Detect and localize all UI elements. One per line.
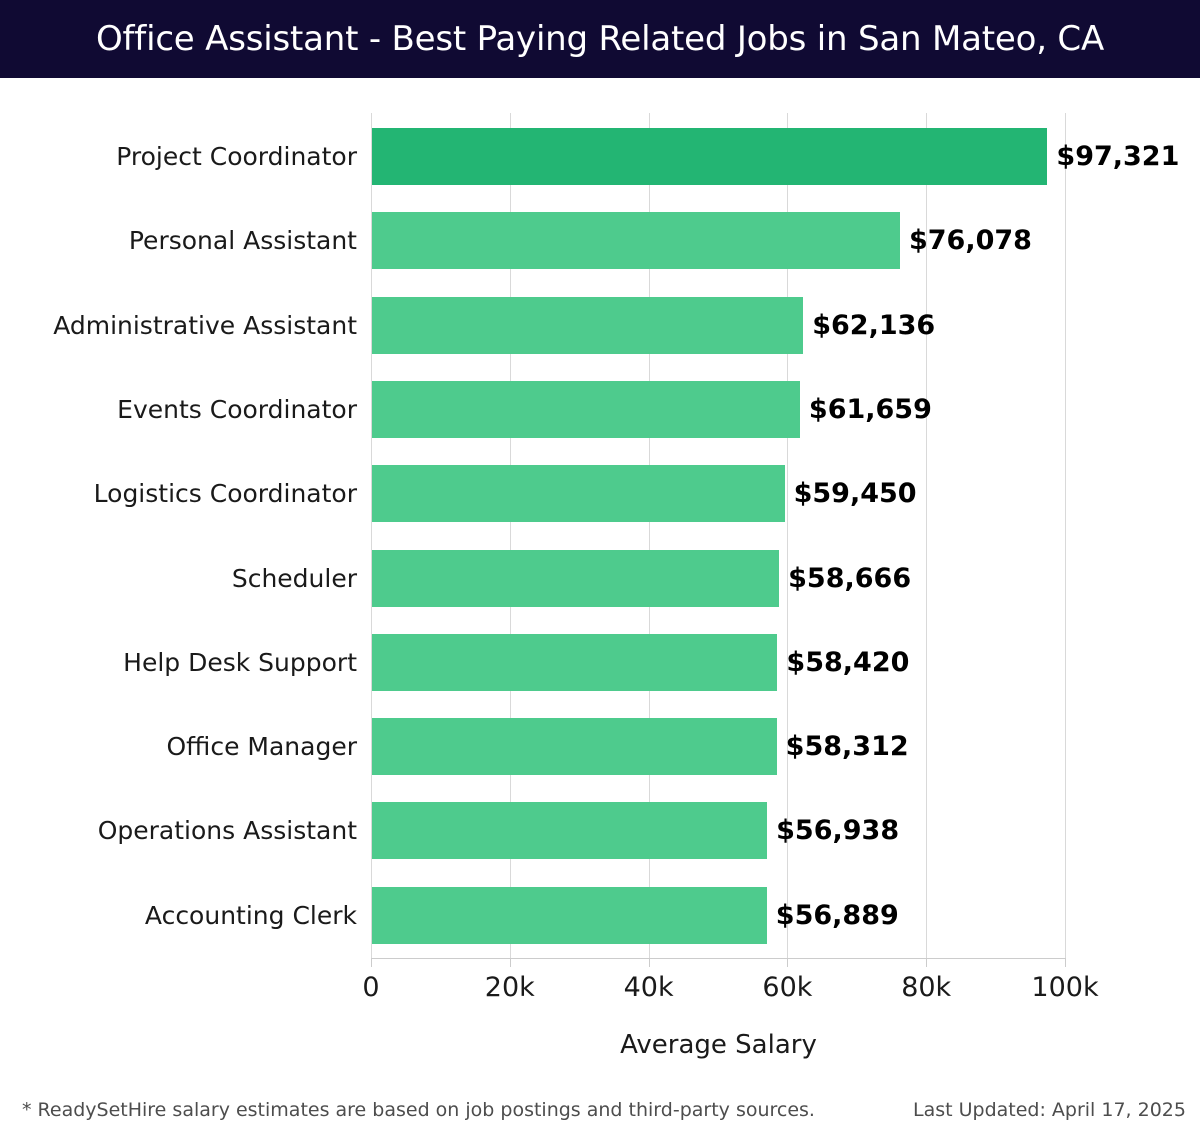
- plot-area: [371, 113, 1066, 958]
- bar-row[interactable]: Scheduler $58,666: [0, 549, 1200, 607]
- category-label: Personal Assistant: [128, 226, 357, 256]
- page-title: Office Assistant - Best Paying Related J…: [95, 19, 1105, 59]
- x-tick-mark: [509, 959, 511, 967]
- bar-row[interactable]: Operations Assistant $56,938: [0, 802, 1200, 860]
- category-label: Office Manager: [166, 732, 357, 762]
- bar-row[interactable]: Logistics Coordinator $59,450: [0, 465, 1200, 523]
- x-tick-label: 60k: [762, 972, 813, 1003]
- bar[interactable]: [372, 465, 785, 523]
- x-axis-title: Average Salary: [620, 1030, 817, 1060]
- bar-value-label: $76,078: [908, 225, 1032, 257]
- bar-value-label: $61,659: [808, 393, 932, 425]
- x-tick-mark: [648, 959, 650, 967]
- category-label: Operations Assistant: [97, 816, 357, 846]
- x-tick-mark: [926, 959, 928, 967]
- bar-value-label: $62,136: [812, 309, 936, 341]
- bar[interactable]: [372, 380, 800, 438]
- bar-row[interactable]: Events Coordinator $61,659: [0, 380, 1200, 438]
- bar-value-label: $58,312: [785, 731, 909, 763]
- category-label: Help Desk Support: [123, 647, 357, 677]
- bar-row[interactable]: Help Desk Support $58,420: [0, 633, 1200, 691]
- gridline: [1065, 113, 1066, 958]
- x-tick-label: 20k: [484, 972, 535, 1003]
- footer-disclaimer: * ReadySetHire salary estimates are base…: [22, 1099, 815, 1121]
- category-label: Scheduler: [231, 563, 357, 593]
- gridline: [371, 113, 372, 958]
- category-label: Events Coordinator: [117, 394, 357, 424]
- x-tick-label: 100k: [1031, 972, 1099, 1003]
- bar[interactable]: [372, 296, 804, 354]
- category-label: Logistics Coordinator: [93, 479, 357, 509]
- gridline: [648, 113, 650, 958]
- x-tick-mark: [787, 959, 789, 967]
- footer-last-updated: Last Updated: April 17, 2025: [912, 1099, 1186, 1121]
- x-tick-label: 0: [362, 972, 380, 1003]
- bar[interactable]: [372, 212, 900, 270]
- bar-value-label: $97,321: [1056, 141, 1180, 172]
- bar-value-label: $58,666: [788, 562, 912, 594]
- bar-row[interactable]: Accounting Clerk $56,889: [0, 886, 1200, 944]
- gridline: [787, 113, 789, 958]
- bar-value-label: $56,938: [776, 815, 900, 847]
- bar-row[interactable]: Personal Assistant $76,078: [0, 212, 1200, 270]
- bar-row[interactable]: Office Manager $58,312: [0, 718, 1200, 776]
- bar[interactable]: [372, 718, 777, 776]
- bar[interactable]: [372, 802, 768, 860]
- bar[interactable]: [372, 128, 1048, 185]
- category-label: Accounting Clerk: [144, 900, 357, 930]
- bar[interactable]: [372, 549, 780, 607]
- category-label: Administrative Assistant: [53, 310, 357, 340]
- bar-value-label: $56,889: [775, 899, 899, 931]
- gridline: [926, 113, 928, 958]
- title-bar: [0, 0, 1200, 78]
- x-tick-label: 80k: [901, 972, 952, 1003]
- bar[interactable]: [372, 886, 767, 944]
- gridline: [509, 113, 511, 958]
- bar-row[interactable]: Project Coordinator $97,321: [0, 128, 1200, 185]
- bar-value-label: $58,420: [786, 646, 910, 678]
- x-axis-line: [371, 958, 1066, 959]
- x-tick-mark: [371, 959, 372, 967]
- category-label: Project Coordinator: [116, 142, 357, 171]
- bar-row[interactable]: Administrative Assistant $62,136: [0, 296, 1200, 354]
- x-tick-mark: [1065, 959, 1066, 967]
- x-tick-label: 40k: [623, 972, 674, 1003]
- bar-value-label: $59,450: [793, 478, 917, 510]
- bar[interactable]: [372, 633, 778, 691]
